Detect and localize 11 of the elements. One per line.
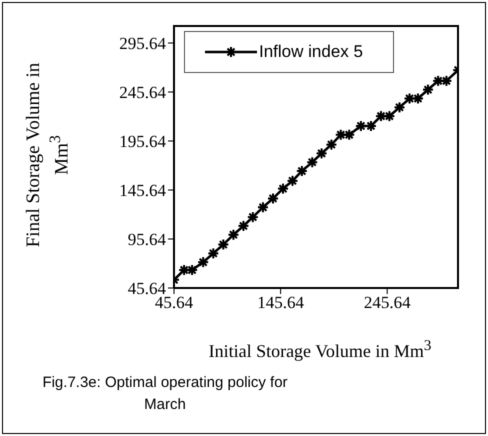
x-tick-label: 145.64 — [257, 293, 304, 312]
x-tick-label: 45.64 — [154, 293, 194, 312]
x-axis-title: Initial Storage Volume in Mm$^{3}$ — [208, 338, 432, 362]
legend-label: Inflow index 5 — [259, 42, 363, 62]
y-tick-label: 295.64 — [119, 34, 166, 54]
caption: Fig.7.3e: Optimal operating policy for March — [41, 373, 289, 415]
y-tick-label: 245.64 — [119, 83, 166, 102]
y-tick-label: 145.64 — [119, 181, 166, 200]
y-tick-label: 195.64 — [119, 132, 166, 152]
x-tick-label: 245.64 — [364, 293, 412, 312]
y-tick-label: 95.64 — [128, 230, 166, 250]
